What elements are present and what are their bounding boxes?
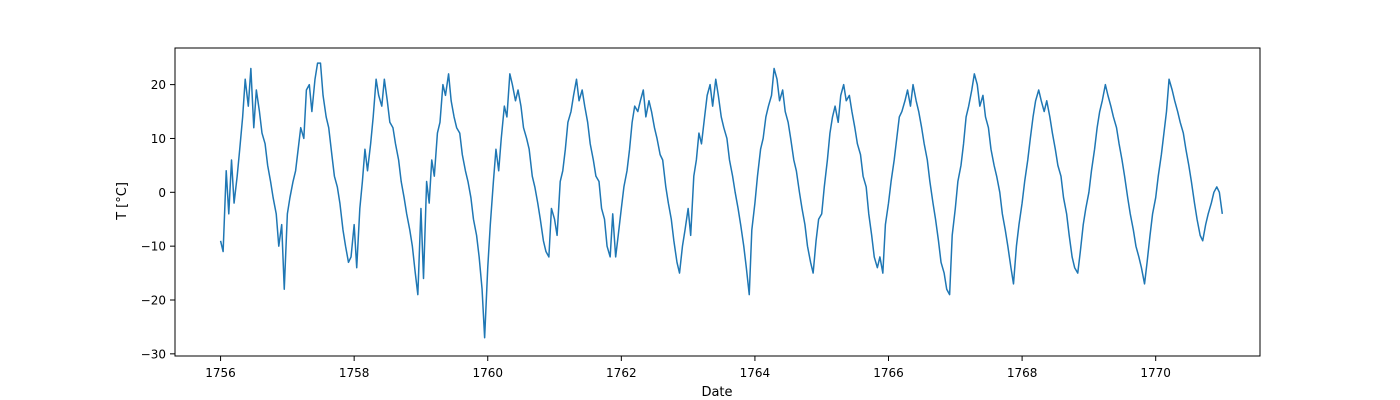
y-axis: −30 −20 −10 0 10 20 (141, 78, 175, 361)
plot-area (174, 47, 1261, 357)
x-tick-label: 1758 (339, 366, 370, 380)
x-tick-label: 1762 (606, 366, 637, 380)
x-tick-label: 1764 (740, 366, 771, 380)
y-axis-label: T [°C] (115, 182, 130, 221)
y-tick-label: −10 (141, 240, 166, 254)
plot-frame (174, 47, 1261, 357)
y-tick-label: −20 (141, 294, 166, 308)
x-tick-label: 1770 (1140, 366, 1171, 380)
x-tick-label: 1756 (205, 366, 236, 380)
y-tick-label: 10 (151, 132, 166, 146)
y-tick-label: −30 (141, 347, 166, 361)
x-tick-label: 1760 (472, 366, 503, 380)
series-line-0 (219, 62, 1224, 339)
x-axis: 1756 1758 1760 1762 1764 1766 1768 1770 (205, 356, 1171, 380)
x-tick-label: 1766 (873, 366, 904, 380)
y-tick-label: 20 (151, 78, 166, 92)
x-tick-label: 1768 (1007, 366, 1038, 380)
y-tick-label: 0 (158, 186, 166, 200)
x-axis-label: Date (701, 385, 732, 400)
